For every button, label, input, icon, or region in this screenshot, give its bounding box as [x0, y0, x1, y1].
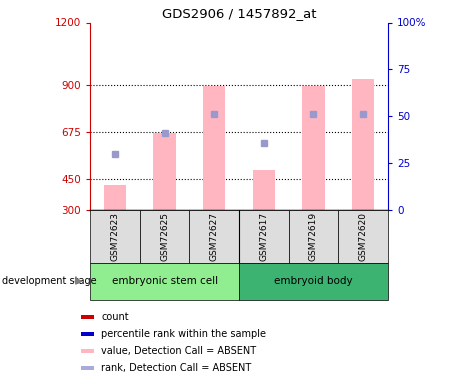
- Bar: [302, 86, 325, 210]
- Title: GDS2906 / 1457892_at: GDS2906 / 1457892_at: [162, 7, 316, 20]
- Bar: [140, 210, 189, 262]
- Bar: [352, 79, 374, 210]
- Bar: [289, 210, 338, 262]
- Text: percentile rank within the sample: percentile rank within the sample: [101, 328, 267, 339]
- Bar: [81, 366, 94, 370]
- Bar: [90, 262, 239, 300]
- Bar: [90, 210, 140, 262]
- Bar: [239, 210, 289, 262]
- Bar: [81, 332, 94, 336]
- Bar: [253, 170, 275, 210]
- Bar: [338, 210, 388, 262]
- Bar: [81, 315, 94, 318]
- Bar: [239, 262, 388, 300]
- Bar: [104, 185, 126, 210]
- Bar: [203, 86, 226, 210]
- Text: GSM72623: GSM72623: [110, 212, 120, 261]
- Text: development stage: development stage: [2, 276, 97, 286]
- Bar: [153, 133, 176, 210]
- Bar: [189, 210, 239, 262]
- Text: embryonic stem cell: embryonic stem cell: [111, 276, 218, 286]
- Text: rank, Detection Call = ABSENT: rank, Detection Call = ABSENT: [101, 363, 252, 373]
- Text: GSM72617: GSM72617: [259, 211, 268, 261]
- Text: GSM72619: GSM72619: [309, 211, 318, 261]
- Text: GSM72627: GSM72627: [210, 212, 219, 261]
- Bar: [81, 349, 94, 353]
- Text: GSM72625: GSM72625: [160, 212, 169, 261]
- Text: count: count: [101, 312, 129, 322]
- Text: embryoid body: embryoid body: [274, 276, 353, 286]
- Text: GSM72620: GSM72620: [359, 212, 368, 261]
- Text: value, Detection Call = ABSENT: value, Detection Call = ABSENT: [101, 346, 257, 356]
